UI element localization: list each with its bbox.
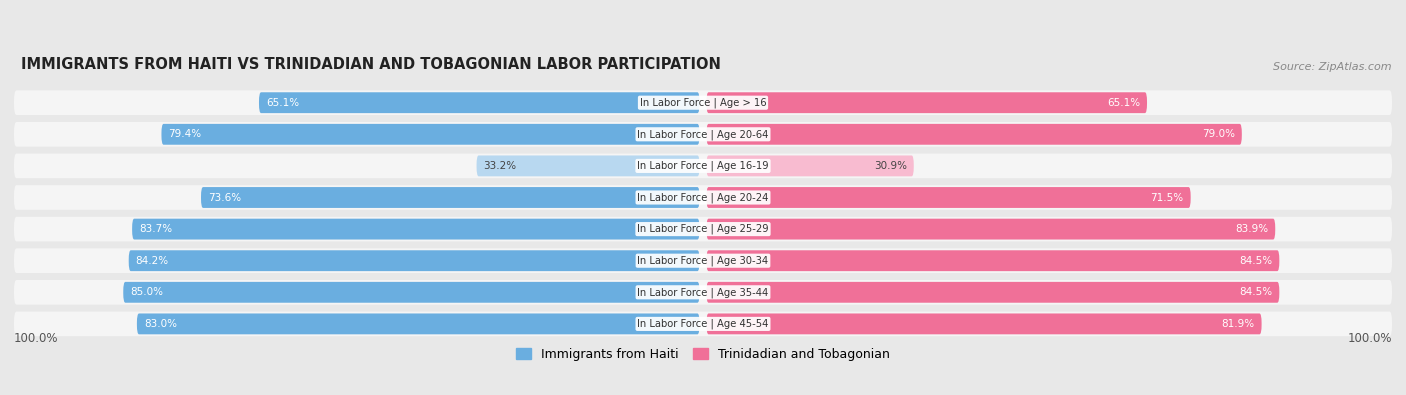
FancyBboxPatch shape xyxy=(706,314,1261,334)
FancyBboxPatch shape xyxy=(129,250,700,271)
Text: 84.2%: 84.2% xyxy=(135,256,169,266)
Text: In Labor Force | Age 35-44: In Labor Force | Age 35-44 xyxy=(637,287,769,297)
Text: 83.7%: 83.7% xyxy=(139,224,172,234)
FancyBboxPatch shape xyxy=(706,92,1147,113)
Text: In Labor Force | Age 45-54: In Labor Force | Age 45-54 xyxy=(637,319,769,329)
Legend: Immigrants from Haiti, Trinidadian and Tobagonian: Immigrants from Haiti, Trinidadian and T… xyxy=(510,343,896,366)
Text: 79.0%: 79.0% xyxy=(1202,129,1234,139)
FancyBboxPatch shape xyxy=(132,219,700,239)
Text: 100.0%: 100.0% xyxy=(14,332,59,344)
FancyBboxPatch shape xyxy=(14,280,1392,305)
Text: IMMIGRANTS FROM HAITI VS TRINIDADIAN AND TOBAGONIAN LABOR PARTICIPATION: IMMIGRANTS FROM HAITI VS TRINIDADIAN AND… xyxy=(21,57,721,72)
Text: 85.0%: 85.0% xyxy=(131,287,163,297)
Text: 84.5%: 84.5% xyxy=(1239,256,1272,266)
FancyBboxPatch shape xyxy=(14,185,1392,210)
FancyBboxPatch shape xyxy=(124,282,700,303)
Text: 79.4%: 79.4% xyxy=(169,129,201,139)
FancyBboxPatch shape xyxy=(477,156,700,176)
Text: 33.2%: 33.2% xyxy=(484,161,516,171)
FancyBboxPatch shape xyxy=(706,282,1279,303)
FancyBboxPatch shape xyxy=(201,187,700,208)
FancyBboxPatch shape xyxy=(14,154,1392,178)
Text: In Labor Force | Age 25-29: In Labor Force | Age 25-29 xyxy=(637,224,769,234)
Text: 100.0%: 100.0% xyxy=(1347,332,1392,344)
Text: 83.9%: 83.9% xyxy=(1234,224,1268,234)
Text: 65.1%: 65.1% xyxy=(266,98,299,108)
FancyBboxPatch shape xyxy=(706,219,1275,239)
Text: In Labor Force | Age > 16: In Labor Force | Age > 16 xyxy=(640,98,766,108)
Text: In Labor Force | Age 16-19: In Labor Force | Age 16-19 xyxy=(637,161,769,171)
FancyBboxPatch shape xyxy=(14,122,1392,147)
Text: In Labor Force | Age 20-24: In Labor Force | Age 20-24 xyxy=(637,192,769,203)
Text: 30.9%: 30.9% xyxy=(873,161,907,171)
FancyBboxPatch shape xyxy=(14,248,1392,273)
FancyBboxPatch shape xyxy=(706,124,1241,145)
Text: 84.5%: 84.5% xyxy=(1239,287,1272,297)
Text: 83.0%: 83.0% xyxy=(143,319,177,329)
FancyBboxPatch shape xyxy=(706,187,1191,208)
FancyBboxPatch shape xyxy=(14,312,1392,336)
FancyBboxPatch shape xyxy=(706,156,914,176)
Text: 65.1%: 65.1% xyxy=(1107,98,1140,108)
FancyBboxPatch shape xyxy=(14,217,1392,241)
FancyBboxPatch shape xyxy=(259,92,700,113)
Text: 73.6%: 73.6% xyxy=(208,192,240,203)
Text: In Labor Force | Age 30-34: In Labor Force | Age 30-34 xyxy=(637,256,769,266)
Text: 81.9%: 81.9% xyxy=(1222,319,1254,329)
Text: Source: ZipAtlas.com: Source: ZipAtlas.com xyxy=(1274,62,1392,72)
FancyBboxPatch shape xyxy=(162,124,700,145)
Text: In Labor Force | Age 20-64: In Labor Force | Age 20-64 xyxy=(637,129,769,139)
Text: 71.5%: 71.5% xyxy=(1150,192,1184,203)
FancyBboxPatch shape xyxy=(136,314,700,334)
FancyBboxPatch shape xyxy=(706,250,1279,271)
FancyBboxPatch shape xyxy=(14,90,1392,115)
